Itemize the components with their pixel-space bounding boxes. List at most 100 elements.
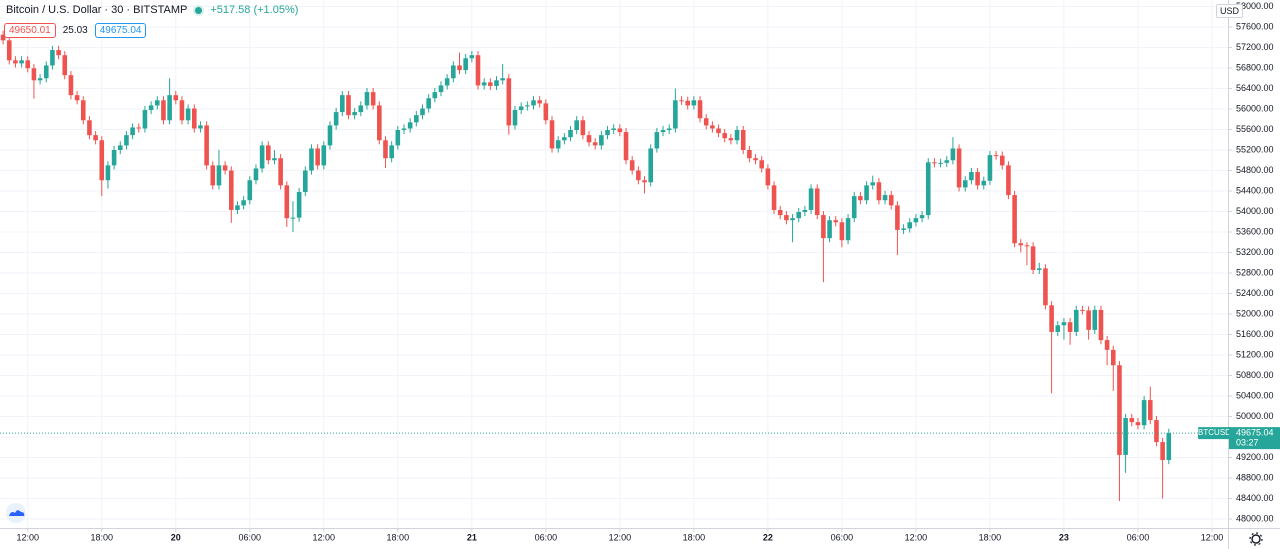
- candle-body: [173, 95, 179, 101]
- settings-icon[interactable]: [1249, 532, 1263, 546]
- candle-body: [315, 148, 320, 166]
- candle-body: [549, 120, 555, 149]
- candle-body: [235, 205, 240, 210]
- candle-body: [475, 55, 481, 86]
- gear[interactable]: [1251, 534, 1261, 544]
- candle-body: [703, 118, 709, 126]
- candle-body: [925, 162, 931, 216]
- y-tick-label: 50000.00: [1236, 411, 1274, 421]
- candle-body: [377, 105, 382, 141]
- candle-body: [851, 196, 857, 219]
- candle-body: [592, 142, 598, 146]
- candle-body: [420, 108, 425, 116]
- x-tick-label: 12:00: [1201, 532, 1224, 542]
- market-status: [195, 6, 203, 14]
- ask-price[interactable]: 49675.04: [94, 23, 147, 38]
- candle-body: [660, 130, 666, 133]
- candle-body: [802, 209, 808, 213]
- candle-body: [531, 100, 536, 106]
- candle-body: [309, 148, 314, 171]
- y-tick-label: 54400.00: [1236, 185, 1274, 195]
- candle-body: [1018, 243, 1024, 246]
- x-tick-label: 12:00: [905, 532, 928, 542]
- candle-body: [833, 220, 839, 223]
- candle-body: [568, 130, 573, 138]
- x-tick-label: 06:00: [831, 532, 854, 542]
- ticker-tag-label: BTCUSD: [1198, 428, 1231, 437]
- candle-body: [25, 60, 31, 69]
- candle-body: [216, 165, 222, 186]
- candle-body: [74, 95, 80, 101]
- candle-body: [1067, 322, 1073, 332]
- y-tick-label: 48800.00: [1236, 472, 1274, 482]
- candle-body: [969, 172, 974, 181]
- candle-body: [222, 165, 228, 171]
- candle-body: [494, 80, 499, 86]
- currency-button[interactable]: USD: [1216, 4, 1244, 18]
- candle-body: [167, 95, 172, 121]
- candle-body: [204, 125, 209, 166]
- y-tick-label: 52800.00: [1236, 267, 1274, 277]
- candle-body: [987, 155, 993, 181]
- candle-body: [888, 195, 894, 206]
- candle-body: [500, 78, 505, 81]
- x-tick-label: 20: [171, 532, 181, 542]
- y-tick-label: 57200.00: [1236, 42, 1274, 52]
- candle-body: [327, 125, 333, 146]
- candle-body: [481, 82, 487, 86]
- candle-body: [679, 100, 684, 102]
- y-tick-label: 50800.00: [1236, 370, 1274, 380]
- y-tick-label: 55600.00: [1236, 124, 1274, 134]
- bid-price[interactable]: 49650.01: [4, 23, 56, 38]
- candle-body: [272, 158, 277, 161]
- x-tick-label: 06:00: [535, 532, 558, 542]
- y-tick-label: 55200.00: [1236, 144, 1274, 154]
- candle-body: [253, 168, 259, 181]
- y-tick-label: 56800.00: [1236, 62, 1274, 72]
- candle-body: [555, 140, 561, 149]
- candle-body: [740, 130, 746, 151]
- candle-body: [913, 218, 919, 223]
- logo: [6, 503, 26, 523]
- candle-body: [728, 138, 734, 141]
- candle-body: [1147, 400, 1153, 421]
- candle-body: [716, 128, 721, 134]
- price-tag-value: 49675.04: [1236, 428, 1274, 438]
- candle-body: [518, 106, 524, 111]
- candle-body: [358, 105, 364, 113]
- candle-body: [198, 125, 203, 129]
- x-tick-label: 21: [467, 532, 477, 542]
- candle-body: [444, 78, 450, 86]
- candle-body: [938, 162, 943, 164]
- x-tick-label: 12:00: [313, 532, 336, 542]
- candle-body: [759, 160, 765, 169]
- candle-body: [62, 55, 68, 76]
- y-tick-label: 54800.00: [1236, 165, 1274, 175]
- candle-body: [463, 58, 468, 71]
- candle-body: [68, 75, 74, 96]
- x-tick-label: 12:00: [16, 532, 39, 542]
- candle-body: [1110, 349, 1116, 366]
- candle-body: [697, 100, 703, 119]
- candle-body: [771, 185, 777, 210]
- candle-body: [414, 115, 419, 123]
- y-tick-label: 56400.00: [1236, 83, 1274, 93]
- candle-body: [506, 78, 512, 126]
- candle-body: [870, 182, 876, 186]
- candle-body: [1006, 165, 1011, 196]
- candle-body: [340, 95, 345, 113]
- x-tick-label: 23: [1059, 532, 1069, 542]
- candle-body: [87, 120, 92, 136]
- price-change: +517.58 (+1.05%): [210, 4, 299, 16]
- candle-body: [0, 34, 6, 41]
- candle-body: [580, 120, 586, 136]
- candle-body: [636, 170, 641, 181]
- y-tick-label: 51600.00: [1236, 329, 1274, 339]
- candle-body: [753, 158, 758, 161]
- gear-teeth[interactable]: [1249, 532, 1263, 546]
- candle-body: [623, 132, 629, 161]
- candle-body: [19, 60, 24, 64]
- candle-body: [210, 165, 216, 186]
- candle-body: [228, 170, 234, 210]
- y-tick-label: 53200.00: [1236, 247, 1274, 257]
